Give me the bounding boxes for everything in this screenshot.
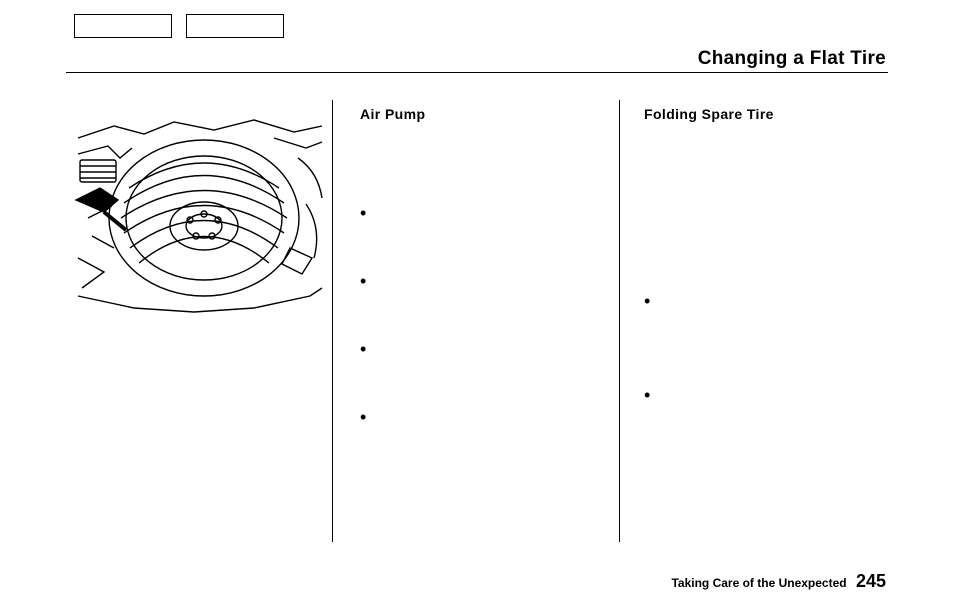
heading-spare-tire: Folding Spare Tire — [644, 106, 888, 122]
page-title: Changing a Flat Tire — [698, 48, 886, 70]
bullet-item — [644, 294, 888, 314]
column-illustration — [74, 100, 346, 542]
nav-box-1[interactable] — [74, 14, 172, 38]
page-footer: Taking Care of the Unexpected 245 — [671, 571, 886, 592]
bullet-item — [360, 274, 605, 294]
footer-section: Taking Care of the Unexpected — [671, 576, 846, 590]
nav-box-2[interactable] — [186, 14, 284, 38]
bullet-item — [360, 206, 605, 226]
column-spare-tire: Folding Spare Tire — [620, 100, 888, 542]
bullets-spare-tire — [644, 294, 888, 408]
column-air-pump: Air Pump — [346, 100, 620, 542]
tire-illustration — [74, 108, 326, 320]
bullet-item — [644, 388, 888, 408]
content-area: Air Pump Folding Spare Tire — [74, 100, 888, 542]
bullets-air-pump — [360, 206, 605, 430]
bullet-item — [360, 342, 605, 362]
top-nav-boxes — [74, 14, 284, 38]
footer-page-number: 245 — [856, 571, 886, 591]
heading-air-pump: Air Pump — [360, 106, 605, 122]
bullet-item — [360, 410, 605, 430]
title-rule — [66, 72, 888, 73]
